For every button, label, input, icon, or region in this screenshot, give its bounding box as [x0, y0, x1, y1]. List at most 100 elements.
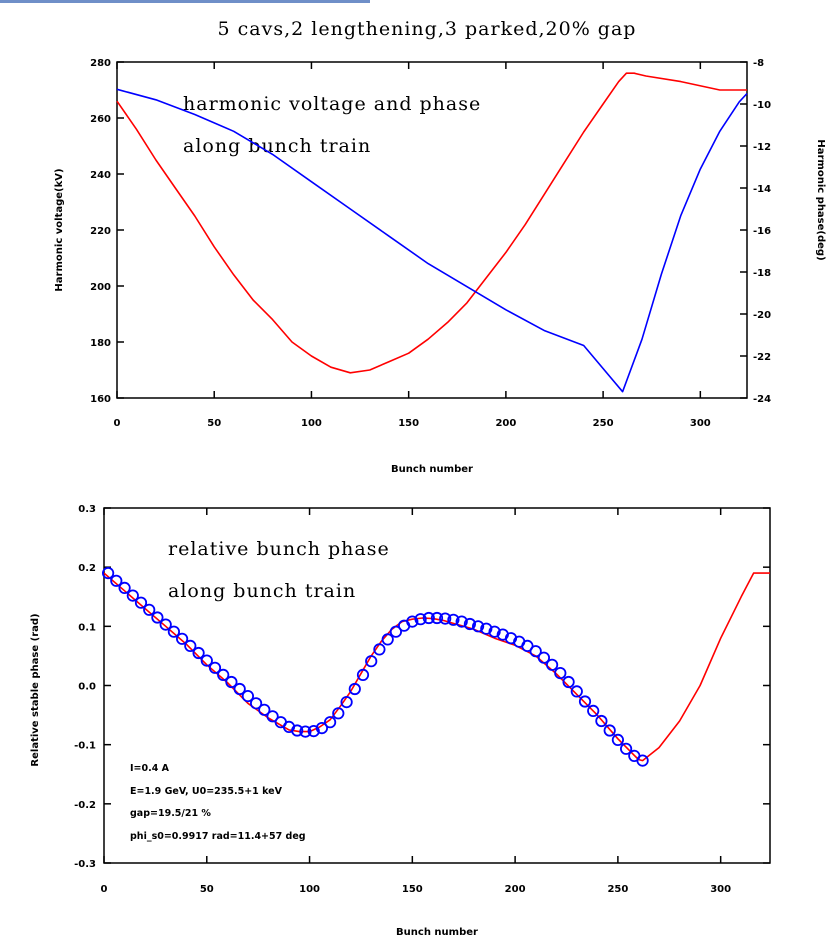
- chart-bottom-data-point: [258, 703, 271, 716]
- chart-bottom-x-tick-label: 100: [299, 884, 320, 895]
- chart-top-annotation-line2: along bunch train: [183, 135, 371, 157]
- chart-bottom-data-point: [422, 611, 435, 625]
- chart-bottom-data-point: [151, 611, 164, 624]
- chart-bottom-data-point: [578, 695, 592, 708]
- chart-top-y2-ticks: -24 -22 -20 -18 -16 -14 -12 -10 -8: [740, 58, 771, 405]
- chart-bottom-data-point: [332, 707, 345, 720]
- chart-top-x-tick-label: 250: [593, 418, 614, 429]
- chart-bottom-y-tick-label: -0.2: [74, 800, 96, 811]
- chart-bottom-data-point: [126, 589, 139, 602]
- chart-top-y2-tick-label: -24: [753, 394, 771, 405]
- chart-bottom-data-point: [348, 682, 361, 696]
- chart-top-x-tick-label: 150: [398, 418, 419, 429]
- chart-bottom-series: [102, 566, 770, 767]
- chart-bottom-data-point: [225, 675, 238, 689]
- chart-bottom-data-point: [134, 596, 148, 609]
- chart-top: 5 cavs,2 lengthening,3 parked,20% gap ha…: [54, 18, 826, 475]
- chart-bottom-data-point: [381, 633, 394, 646]
- chart-top-x-ticks: 0 50 100 150 200 250 300: [114, 62, 711, 429]
- chart-bottom-x-tick-label: 150: [402, 884, 423, 895]
- chart-top-x-tick-label: 50: [207, 418, 221, 429]
- param-phase: phi_s0=0.9917 rad=11.4+57 deg: [130, 831, 306, 842]
- chart-bottom-data-point: [611, 733, 625, 747]
- chart-bottom-y-ticks: 0.3 0.2 0.1 0.0 -0.1 -0.2 -0.3: [74, 504, 770, 870]
- chart-top-x-axis-label: Bunch number: [391, 464, 473, 475]
- chart-bottom-data-point: [143, 603, 156, 616]
- chart-top-y-tick-label: 160: [90, 394, 111, 405]
- chart-top-series-line-voltage: [116, 72, 747, 374]
- chart-bottom-data-point: [118, 581, 131, 595]
- chart-top-y-tick-label: 180: [90, 338, 111, 349]
- chart-bottom-x-tick-label: 250: [607, 884, 628, 895]
- chart-bottom-data-point: [430, 611, 444, 625]
- chart-bottom-data-point: [455, 615, 468, 628]
- chart-bottom-y-tick-label: 0.2: [78, 563, 96, 574]
- chart-bottom-data-point: [102, 566, 115, 580]
- chart-bottom-data-point: [291, 724, 304, 737]
- chart-top-y2-axis-label: Harmonic phase(deg): [815, 139, 826, 260]
- chart-bottom-data-point: [233, 682, 246, 696]
- chart-bottom-data-point: [208, 661, 222, 674]
- chart-top-y2-tick-label: -14: [753, 184, 771, 195]
- chart-bottom-x-tick-label: 0: [101, 884, 108, 895]
- chart-bottom-data-point: [554, 666, 567, 680]
- chart-bottom-x-tick-label: 50: [200, 884, 214, 895]
- chart-top-annotation-line1: harmonic voltage and phase: [183, 93, 481, 115]
- chart-bottom-params: I=0.4 A E=1.9 GeV, U0=235.5+1 keV gap=19…: [130, 763, 306, 842]
- chart-top-y-tick-label: 280: [90, 58, 111, 69]
- chart-bottom-data-point: [365, 655, 378, 668]
- chart-top-series: [116, 72, 748, 393]
- chart-bottom-x-tick-label: 200: [505, 884, 526, 895]
- chart-bottom-data-point: [439, 612, 452, 625]
- chart-bottom-y-tick-label: -0.3: [74, 859, 96, 870]
- chart-top-y-tick-label: 240: [90, 170, 111, 181]
- chart-top-title: 5 cavs,2 lengthening,3 parked,20% gap: [218, 18, 637, 40]
- chart-bottom-data-point: [217, 668, 230, 682]
- chart-bottom-data-point: [340, 695, 353, 709]
- chart-top-y-tick-label: 260: [90, 114, 111, 125]
- chart-bottom-data-point: [315, 721, 328, 735]
- chart-top-x-tick-label: 200: [495, 418, 516, 429]
- chart-bottom-data-point: [192, 646, 205, 660]
- chart-bottom-data-point: [521, 639, 534, 653]
- chart-bottom-data-point: [184, 639, 197, 653]
- chart-top-y2-tick-label: -12: [753, 142, 771, 153]
- top-edge-bar: [0, 0, 370, 3]
- chart-top-y-axis-label: Harmonic voltage(kV): [54, 168, 65, 291]
- chart-bottom-data-point: [603, 724, 616, 737]
- chart-top-y-ticks: 160 180 200 220 240 260 280: [90, 58, 124, 405]
- chart-bottom-data-point: [241, 689, 254, 703]
- chart-bottom-data-point: [389, 625, 402, 638]
- chart-bottom-data-point: [587, 704, 600, 718]
- chart-top-x-tick-label: 300: [690, 418, 711, 429]
- chart-top-y2-tick-label: -10: [753, 100, 771, 111]
- chart-bottom-data-point: [373, 643, 386, 656]
- chart-bottom-data-point: [537, 651, 551, 664]
- chart-bottom-data-point: [250, 697, 263, 710]
- chart-bottom-data-point: [323, 716, 337, 729]
- chart-bottom-data-point: [307, 724, 320, 738]
- chart-bottom-y-axis-label: Relative stable phase (rad): [30, 613, 41, 766]
- chart-bottom-y-tick-label: -0.1: [74, 741, 96, 752]
- chart-bottom-annotation-line2: along bunch train: [168, 580, 356, 602]
- chart-bottom-data-point: [595, 714, 608, 728]
- param-energy: E=1.9 GeV, U0=235.5+1 keV: [130, 786, 283, 797]
- chart-top-y-tick-label: 200: [90, 282, 111, 293]
- chart-top-x-tick-label: 0: [114, 418, 121, 429]
- chart-top-y2-tick-label: -16: [753, 226, 771, 237]
- chart-bottom-data-point: [266, 710, 279, 723]
- chart-bottom-y-tick-label: 0.1: [78, 622, 96, 633]
- chart-bottom-y-tick-label: 0.0: [78, 682, 96, 693]
- chart-bottom-data-point: [471, 620, 485, 633]
- chart-bottom-data-point: [488, 625, 501, 638]
- chart-bottom-y-tick-label: 0.3: [78, 504, 96, 515]
- chart-bottom-data-point: [562, 675, 575, 689]
- chart-bottom-data-point: [463, 617, 476, 631]
- chart-bottom-data-point: [110, 574, 123, 587]
- param-gap: gap=19.5/21 %: [130, 808, 211, 819]
- chart-bottom-data-point: [356, 668, 370, 682]
- chart-bottom-data-point: [159, 618, 172, 631]
- chart-top-y-tick-label: 220: [90, 226, 111, 237]
- chart-top-y2-tick-label: -8: [753, 58, 764, 69]
- chart-bottom-data-point: [619, 742, 633, 755]
